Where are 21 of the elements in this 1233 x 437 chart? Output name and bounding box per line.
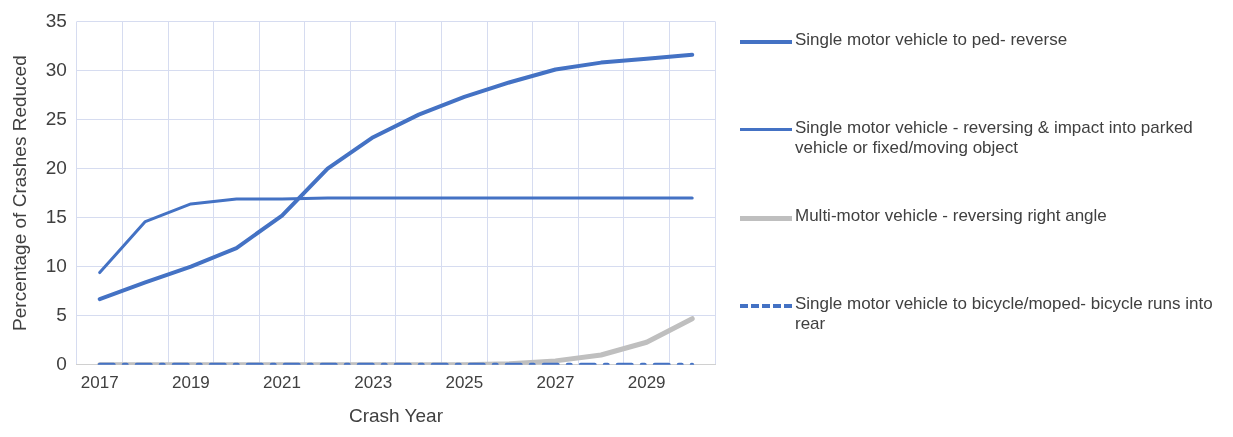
x-tick-label: 2019 — [171, 372, 210, 392]
x-tick-label: 2017 — [80, 372, 119, 392]
y-tick-label: 35 — [45, 9, 67, 31]
y-tick-label: 10 — [45, 254, 67, 276]
x-tick-label: 2023 — [354, 372, 393, 392]
y-tick-label: 25 — [45, 107, 67, 129]
x-tick-label: 2027 — [536, 372, 575, 392]
legend-label: Single motor vehicle to bicycle/moped- bicycle runs into rear — [795, 294, 1214, 334]
y-tick-label: 5 — [56, 303, 67, 325]
y-tick-label: 30 — [45, 58, 67, 80]
x-tick-label: 2025 — [445, 372, 484, 392]
x-tick-label: 2021 — [263, 372, 301, 392]
legend-label: Single motor vehicle - reversing & impact into parked vehicle or fixed/moving object — [795, 118, 1194, 158]
legend-label: Single motor vehicle to ped- reverse — [795, 30, 1068, 50]
x-axis-title: Crash Year — [348, 404, 444, 426]
x-tick-label: 2029 — [627, 372, 666, 392]
y-tick-label: 0 — [56, 353, 67, 375]
y-axis-title: Percentage of Crashes Reduced — [8, 55, 30, 331]
y-tick-label: 15 — [45, 205, 67, 227]
legend-label: Multi-motor vehicle - reversing right angle — [795, 206, 1107, 226]
y-tick-label: 20 — [45, 156, 67, 178]
